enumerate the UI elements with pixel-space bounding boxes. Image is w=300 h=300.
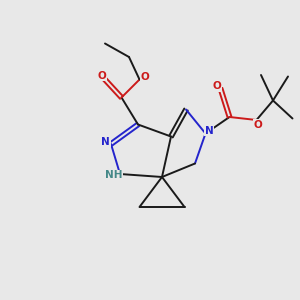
Text: O: O (98, 70, 106, 81)
Text: NH: NH (105, 170, 122, 181)
Text: N: N (101, 136, 110, 147)
Text: N: N (205, 125, 214, 136)
Text: O: O (140, 71, 149, 82)
Text: O: O (212, 81, 221, 91)
Text: O: O (254, 119, 262, 130)
